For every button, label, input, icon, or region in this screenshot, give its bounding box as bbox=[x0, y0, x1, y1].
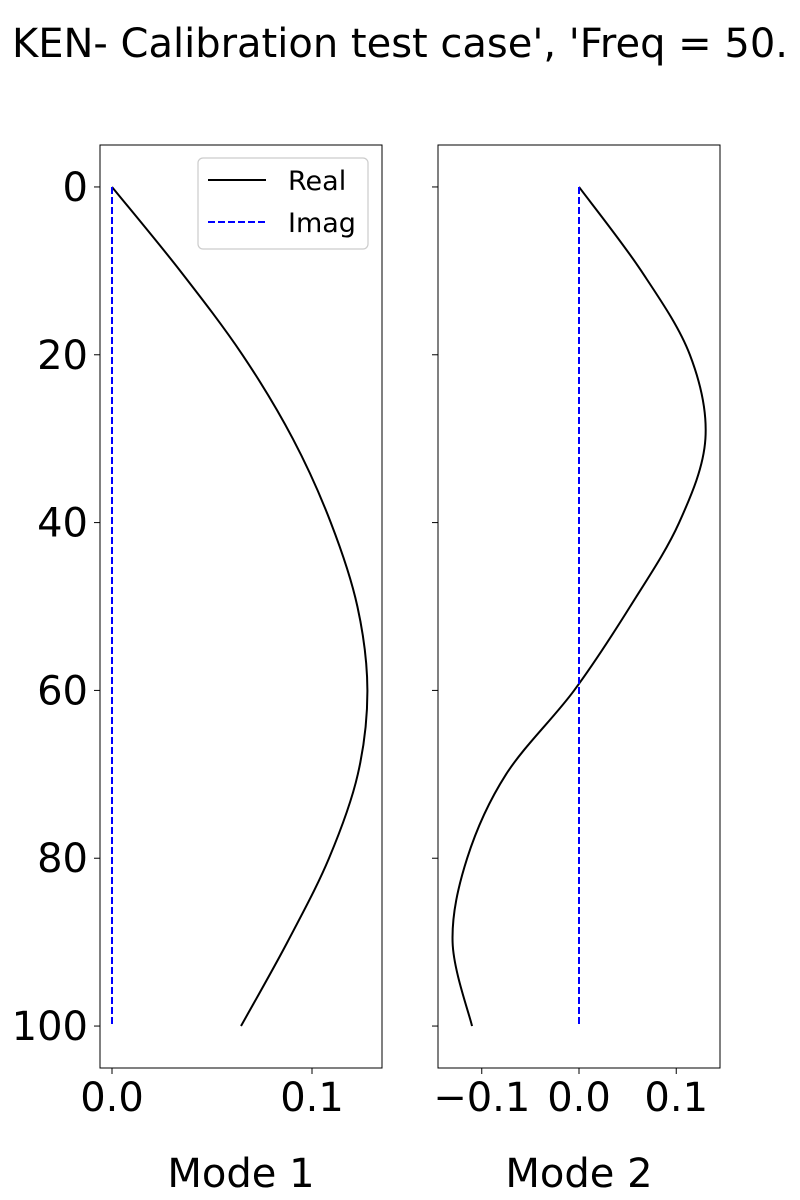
series-line-real bbox=[451, 186, 707, 1027]
series-lines bbox=[451, 186, 707, 1027]
chart-title: KEN- Calibration test case', 'Freq = 50. bbox=[12, 21, 788, 67]
legend-real-label: Real bbox=[288, 166, 346, 197]
x-axis: 0.0 0.1 bbox=[80, 1068, 344, 1121]
y-axis: 0 20 40 60 80 100 bbox=[12, 165, 100, 1050]
y-axis bbox=[432, 186, 438, 1027]
x-tick-label: 0.0 bbox=[80, 1075, 144, 1121]
y-tick-label: 0 bbox=[63, 165, 88, 211]
y-tick-label: 80 bbox=[37, 836, 88, 882]
legend-imag-label: Imag bbox=[288, 208, 356, 239]
y-tick-label: 40 bbox=[37, 501, 88, 547]
x-tick-label: −0.1 bbox=[433, 1075, 530, 1121]
series-lines bbox=[111, 186, 369, 1027]
x-tick-label: 0.0 bbox=[547, 1075, 611, 1121]
y-tick-label: 20 bbox=[37, 333, 88, 379]
x-axis: −0.1 0.0 0.1 bbox=[433, 1068, 708, 1121]
x-axis-label: Mode 2 bbox=[505, 1151, 652, 1197]
y-tick-label: 60 bbox=[37, 668, 88, 714]
series-line-real bbox=[111, 186, 369, 1027]
x-tick-label: 0.1 bbox=[644, 1075, 708, 1121]
x-tick-label: 0.1 bbox=[280, 1075, 344, 1121]
panel-mode-1: 0 20 40 60 80 100 0.0 0.1 Mode 1 Real Imag bbox=[12, 144, 383, 1197]
legend: Real Imag bbox=[197, 157, 369, 250]
x-axis-label: Mode 1 bbox=[167, 1151, 314, 1197]
y-tick-label: 100 bbox=[12, 1004, 88, 1050]
panel-mode-2: −0.1 0.0 0.1 Mode 2 bbox=[432, 144, 721, 1197]
plot-frame bbox=[99, 144, 383, 1069]
